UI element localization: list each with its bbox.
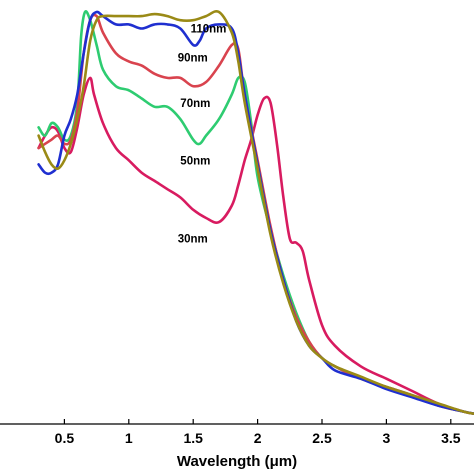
series-line-90nm	[37, 10, 474, 415]
x-axis-title: Wavelength (μm)	[177, 453, 297, 470]
x-tick-label: 3.5	[441, 430, 461, 446]
x-tick-label: 0.5	[55, 430, 75, 446]
annotation-110nm: 110nm	[191, 24, 227, 36]
x-tick-label: 3	[383, 430, 391, 446]
annotation-70nm: 70nm	[180, 98, 210, 110]
x-tick-label: 2.5	[312, 430, 332, 446]
x-tick-label: 1.5	[183, 430, 203, 446]
annotation-90nm: 90nm	[178, 52, 208, 64]
x-tick-label: 2	[254, 430, 262, 446]
annotation-group: 110nm 90nm 70nm 50nm 30nm	[178, 24, 227, 246]
series-group	[37, 10, 474, 415]
annotation-50nm: 50nm	[180, 155, 210, 167]
x-tick-group: 0.5 1 1.5 2 2.5 3 3.5	[55, 419, 461, 446]
x-tick-label: 1	[125, 430, 133, 446]
series-line-110nm	[37, 10, 474, 415]
annotation-30nm: 30nm	[178, 234, 208, 246]
